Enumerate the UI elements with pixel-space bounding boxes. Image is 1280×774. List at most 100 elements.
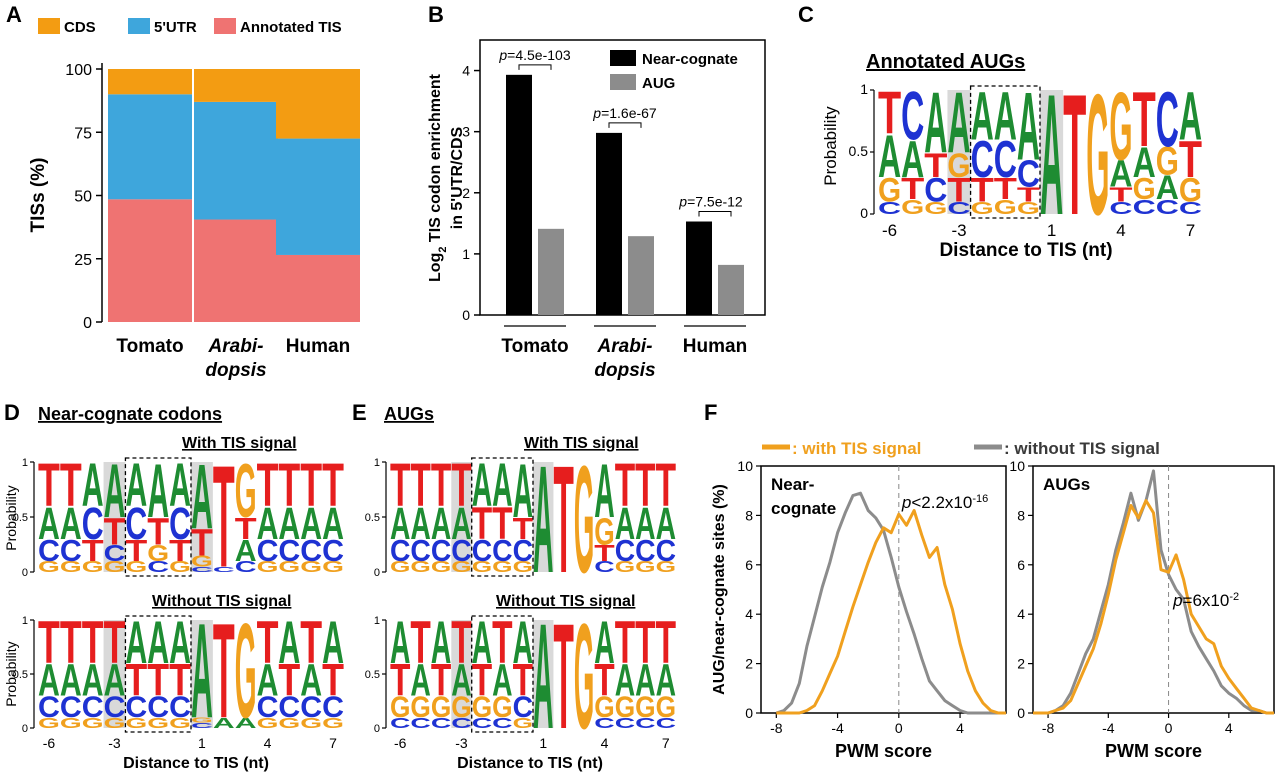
logo-letter-a: A (125, 452, 147, 520)
bar-segment-5-utr (276, 138, 360, 255)
panel-f-line-charts: : with TIS signal: without TIS signal 0 2 4… (711, 439, 1275, 761)
logo-letter-t: T (125, 534, 147, 568)
logo-letter-c: C (451, 714, 471, 731)
logo-letter-g: G (1017, 199, 1040, 218)
highlight-column (103, 620, 126, 728)
logo-letter-g: G (169, 715, 191, 732)
logo-letter-t: T (594, 655, 614, 705)
logo-letter-t: T (257, 452, 279, 520)
logo-letter-c: C (300, 691, 322, 724)
bar-segment-annotated-tis (108, 199, 192, 322)
logo-letter-t: T (410, 452, 430, 520)
logo-letter-g: G (235, 594, 257, 746)
legend-swatch-2 (214, 18, 236, 34)
logo-title: Annotated AUGs (866, 51, 1025, 73)
logo-letter-g: G (278, 559, 300, 576)
logo-letter-c: C (410, 534, 430, 568)
logo-letter-t: T (472, 655, 492, 705)
logo-letter-a: A (147, 449, 169, 534)
logo-letter-a: A (513, 449, 533, 534)
logo-letter-g: G (1086, 60, 1109, 252)
logo-letter-c: C (125, 691, 147, 724)
logo-letter-a: A (322, 499, 344, 550)
logo-letter-c: C (615, 714, 635, 731)
logo-letter-c: C (472, 714, 492, 731)
p-value-label: p=4.5e-103 (498, 47, 570, 63)
logo-letter-a: A (104, 449, 126, 534)
logo-letter-t: T (60, 452, 82, 520)
logo-letter-t: T (82, 534, 104, 568)
y-tick-label: 1 (374, 457, 380, 469)
y-tick-label: 4 (1017, 606, 1025, 622)
logo-letter-a: A (431, 499, 451, 550)
panel-letter-b: B (428, 2, 444, 27)
logo-letter-c: C (513, 534, 533, 568)
panel-letter-d: D (4, 400, 20, 425)
logo-letter-a: A (38, 656, 60, 706)
logo-letter-a: A (410, 499, 430, 550)
logo-letter-c: C (492, 534, 512, 568)
logo-letter-c: C (410, 714, 430, 731)
bar-segment-5-utr (108, 94, 192, 200)
y-tick-label: 10 (1009, 458, 1025, 474)
bar-near-cognate (596, 132, 622, 315)
logo-letter-t: T (947, 172, 970, 210)
logo-letter-c: C (257, 691, 279, 724)
legend-label: Near-cognate (642, 51, 738, 68)
p-value-label: p=1.6e-67 (592, 105, 657, 121)
logo-letter-t: T (278, 656, 300, 706)
logo-letter-g: G (615, 558, 635, 575)
logo-letter-g: G (451, 692, 471, 725)
y-tick-label: 0 (83, 315, 92, 332)
logo-letter-a: A (213, 715, 235, 732)
bar-segment-cds (108, 69, 192, 95)
logo-letter-c: C (1156, 75, 1179, 163)
logo-letter-g: G (38, 559, 60, 576)
logo-letter-t: T (635, 452, 655, 520)
logo-letter-a: A (38, 499, 60, 550)
logo-letter-a: A (451, 499, 471, 550)
logo-letter-a: A (60, 656, 82, 706)
y-tick-label: 1 (462, 246, 470, 262)
logo-letter-a: A (1179, 78, 1202, 155)
logo-letter-g: G (878, 172, 901, 210)
logo-letter-a: A (322, 610, 344, 677)
logo-letter-t: T (257, 610, 279, 677)
logo-letter-a: A (1133, 139, 1156, 187)
y-tick-label: 1 (374, 615, 380, 627)
logo-letter-c: C (104, 541, 126, 567)
y-tick-label: 0 (22, 567, 28, 579)
logo-letter-g: G (656, 558, 676, 575)
logo-letter-a: A (390, 610, 410, 676)
logo-letter-g: G (594, 512, 614, 554)
highlight-column (191, 462, 213, 572)
y-tick-label: 0.5 (365, 512, 380, 524)
logo-letter-a: A (533, 436, 553, 606)
logo-letter-t: T (878, 80, 901, 147)
logo-letter-t: T (322, 452, 344, 520)
logo-letter-t: T (191, 522, 213, 564)
logo-letter-g: G (513, 558, 533, 575)
logo-subtitle: Without TIS signal (496, 593, 635, 610)
logo-letter-t: T (322, 656, 344, 706)
x-axis-label: Distance to TIS (nt) (457, 755, 603, 772)
logo-letter-t: T (656, 610, 677, 676)
y-tick-label: 1 (22, 457, 28, 469)
logo-letter-t: T (971, 172, 994, 210)
legend-swatch-0 (38, 18, 60, 34)
logo-letter-t: T (1063, 60, 1086, 252)
logo-letter-t: T (594, 541, 615, 566)
logo-letter-a: A (104, 656, 126, 706)
x-category-label: Arabi- (597, 336, 653, 357)
logo-letter-c: C (1179, 199, 1202, 218)
y-tick-label: 75 (74, 125, 92, 142)
logo-letter-t: T (513, 655, 533, 705)
logo-letter-a: A (971, 78, 994, 155)
logo-letter-a: A (492, 452, 512, 520)
logo-letter-g: G (410, 692, 430, 725)
logo-letter-t: T (901, 171, 924, 206)
y-tick-label: 0 (374, 567, 380, 579)
logo-letter-c: C (60, 534, 82, 568)
logo-letter-c: C (451, 534, 471, 568)
